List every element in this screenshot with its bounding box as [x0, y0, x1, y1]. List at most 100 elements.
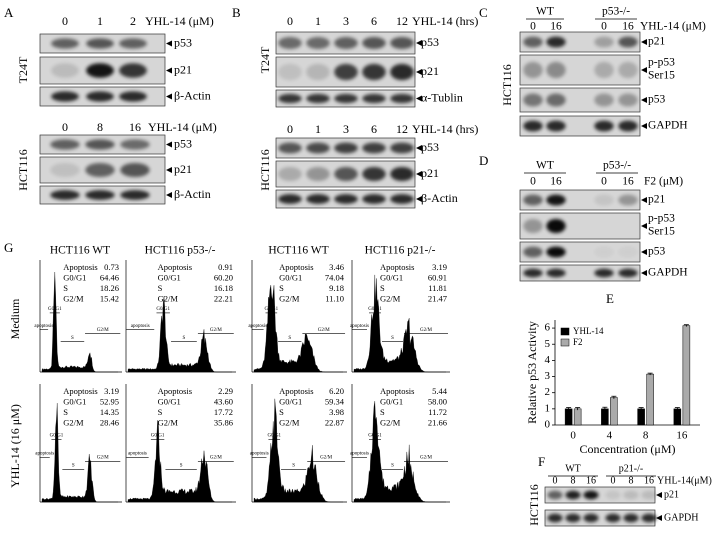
arrow-head: [416, 69, 422, 75]
stat-value: 43.60: [214, 396, 233, 406]
legend-swatch: [560, 338, 570, 347]
band: [362, 194, 386, 204]
band: [594, 36, 614, 48]
band-label: p-p53: [648, 213, 675, 225]
gate-label: G0/G1: [48, 307, 62, 312]
bar: [673, 408, 682, 426]
panel-letter: C: [479, 5, 488, 20]
blot-strip: [519, 241, 641, 263]
arrow-head: [656, 515, 662, 521]
stat-name: S: [158, 407, 163, 417]
lane-label: 16: [622, 21, 634, 33]
band-label: p53: [648, 94, 666, 106]
blot-strip: [519, 31, 641, 53]
lane-label: 0: [601, 21, 607, 33]
band: [641, 513, 657, 523]
lane-label: 16: [550, 21, 562, 33]
stat-name: G2/M: [380, 417, 401, 427]
lane-label: 2: [130, 14, 136, 28]
gate-label: G2/M: [420, 456, 433, 461]
band: [618, 247, 637, 258]
gate-label: S: [391, 464, 394, 469]
lane-label: 0: [287, 14, 293, 28]
x-tick-label: 16: [676, 430, 688, 442]
gate-label: G0/G1: [267, 434, 281, 439]
stat-value: 6.20: [329, 386, 344, 396]
band: [51, 38, 79, 49]
row-label: Medium: [8, 298, 22, 339]
stat-value: 5.44: [432, 386, 448, 396]
stat-name: Apoptosis: [279, 262, 313, 272]
lane-label: 16: [586, 475, 596, 486]
stat-name: G0/G1: [63, 396, 86, 406]
band: [86, 91, 114, 102]
stat-value: 60.20: [214, 272, 233, 282]
stat-value: 3.19: [104, 386, 119, 396]
lane-label: 16: [129, 120, 141, 134]
stat-name: G0/G1: [279, 396, 302, 406]
arrow-head: [641, 270, 647, 276]
gate-label: apoptosis: [34, 324, 53, 329]
band: [120, 190, 150, 200]
y-tick-label: 5: [545, 338, 551, 350]
band: [594, 268, 614, 278]
stat-value: 64.46: [100, 272, 119, 282]
band: [523, 61, 543, 79]
stat-name: Apoptosis: [158, 262, 192, 272]
stat-value: 21.47: [428, 293, 447, 303]
gate-label: S: [292, 464, 295, 469]
band-label: p53: [174, 136, 192, 150]
stat-value: 18.26: [100, 283, 119, 293]
lane-label: 16: [622, 176, 634, 188]
band: [362, 37, 386, 49]
stat-value: 11.81: [428, 283, 447, 293]
stat-name: S: [380, 283, 385, 293]
stat-name: G2/M: [279, 293, 300, 303]
stat-name: Apoptosis: [158, 386, 192, 396]
stat-value: 74.04: [325, 272, 345, 282]
arrow-head: [641, 97, 647, 103]
histogram: [253, 398, 343, 503]
lane-label: 1: [315, 14, 321, 28]
lane-label: 16: [550, 176, 562, 188]
band: [546, 36, 566, 48]
stat-name: G0/G1: [158, 396, 181, 406]
arrow-head: [641, 197, 647, 203]
band-label: p21: [421, 64, 439, 78]
stat-value: 22.21: [214, 293, 233, 303]
panel-letter: F: [538, 454, 545, 469]
band: [334, 63, 358, 81]
lane-label: 0: [530, 176, 536, 188]
y-tick-label: 3: [545, 370, 551, 382]
stat-name: G0/G1: [158, 272, 181, 282]
stat-name: S: [279, 407, 284, 417]
stat-value: 59.34: [325, 396, 345, 406]
band-label: Ser15: [648, 70, 675, 82]
cell-line-label: HCT116: [527, 484, 541, 526]
band: [594, 93, 614, 107]
band: [390, 166, 414, 182]
lane-label: 1: [97, 14, 103, 28]
stat-name: G0/G1: [279, 272, 302, 282]
arrow-head: [641, 249, 647, 255]
stat-name: G2/M: [158, 293, 179, 303]
band: [546, 246, 566, 258]
panel-letter: G: [4, 240, 13, 255]
treatment-label: YHL-14 (μM): [148, 120, 217, 134]
stat-value: 15.42: [100, 293, 119, 303]
cell-line-label: T24T: [16, 56, 30, 83]
gate-label: S: [288, 336, 291, 341]
y-tick-label: 4: [545, 354, 551, 366]
band: [362, 166, 386, 182]
stat-value: 28.46: [100, 417, 119, 427]
gate-label: G2/M: [97, 328, 110, 333]
y-axis-label: Relative p53 Activity: [525, 321, 539, 424]
band: [583, 513, 599, 523]
stat-name: G2/M: [158, 417, 179, 427]
y-tick-label: 6: [545, 322, 551, 334]
band: [523, 36, 543, 48]
gate-label: apoptosis: [128, 452, 147, 457]
stat-name: G0/G1: [380, 396, 403, 406]
panel-letter: B: [232, 5, 241, 20]
